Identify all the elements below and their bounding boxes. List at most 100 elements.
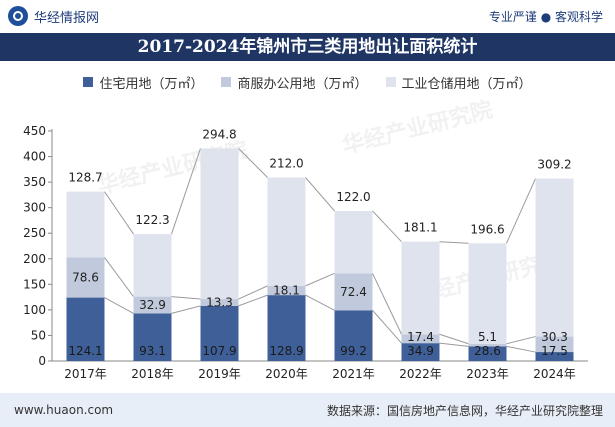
x-tick-label: 2018年 — [131, 367, 174, 381]
legend-label-commercial: 商服办公用地（万㎡） — [237, 76, 368, 92]
legend-swatch-industrial — [385, 77, 396, 87]
connector-line — [506, 178, 536, 244]
bar-segment — [267, 295, 306, 361]
data-label-industrial: 181.1 — [403, 221, 437, 235]
footer: www.huaon.com 数据来源：国信房地产信息网，华经产业研究院整理 — [0, 393, 615, 427]
bar-segment — [468, 343, 507, 347]
y-tick-label: 350 — [23, 175, 46, 189]
connector-line — [506, 345, 536, 353]
y-tick-label: 400 — [23, 150, 46, 164]
bar-segment — [535, 336, 574, 353]
connector-line — [506, 336, 536, 345]
connector-line — [372, 210, 402, 243]
data-label-commercial: 78.6 — [72, 270, 99, 284]
legend-item-residential: 住宅用地（万㎡） — [83, 73, 203, 92]
y-tick-label: 200 — [23, 252, 46, 266]
data-label-industrial: 128.7 — [68, 171, 102, 185]
y-tick-label: 50 — [31, 328, 46, 342]
x-tick-label: 2017年 — [64, 367, 107, 381]
bar-segment — [468, 346, 507, 361]
bar-segment — [200, 299, 239, 306]
data-label-industrial: 196.6 — [470, 222, 504, 236]
data-label-industrial: 122.3 — [135, 213, 169, 227]
data-label-residential: 124.1 — [68, 344, 102, 358]
connector-line — [238, 294, 268, 307]
data-label-industrial: 309.2 — [537, 158, 571, 172]
legend-item-industrial: 工业仓储用地（万㎡） — [385, 73, 532, 92]
y-tick-label: 250 — [23, 226, 46, 240]
data-label-commercial: 18.1 — [273, 283, 300, 297]
connector-line — [305, 272, 335, 287]
connector-line — [238, 285, 268, 300]
chart-title: 2017-2024年锦州市三类用地出让面积统计 — [0, 33, 615, 61]
bar-segment — [200, 305, 239, 361]
brand-name: 华经情报网 — [34, 10, 100, 26]
connector-line — [439, 342, 469, 347]
bar-segment — [468, 243, 507, 344]
data-label-commercial: 30.3 — [541, 330, 568, 344]
x-tick-label: 2024年 — [533, 367, 576, 381]
legend-item-commercial: 商服办公用地（万㎡） — [221, 73, 368, 92]
data-label-residential: 93.1 — [139, 344, 166, 358]
x-tick-label: 2019年 — [198, 367, 241, 381]
bar-segment — [66, 191, 105, 258]
bar-segment — [401, 343, 440, 361]
data-label-commercial: 5.1 — [478, 330, 497, 344]
connector-line — [104, 297, 134, 314]
connector-line — [104, 191, 134, 235]
connector-line — [439, 333, 469, 345]
connector-line — [372, 273, 402, 335]
chart-legend: 住宅用地（万㎡） 商服办公用地（万㎡） 工业仓储用地（万㎡） — [0, 70, 615, 94]
legend-swatch-residential — [83, 77, 94, 87]
legend-label-industrial: 工业仓储用地（万㎡） — [401, 76, 532, 92]
data-label-commercial: 72.4 — [340, 285, 367, 299]
connector-line — [305, 177, 335, 212]
data-label-residential: 28.6 — [474, 344, 501, 358]
bar-segment — [267, 285, 306, 296]
stacked-bar-chart: 0 50 100 150 200 250 300 350 400 450 2017年 2018年 201… — [23, 124, 588, 381]
data-label-residential: 107.9 — [202, 344, 236, 358]
x-tick-label: 2021年 — [332, 367, 375, 381]
connector-line — [104, 257, 134, 297]
legend-label-residential: 住宅用地（万㎡） — [99, 76, 204, 92]
bar-segment — [334, 210, 373, 274]
bar-segment — [133, 296, 172, 314]
data-label-residential: 128.9 — [269, 344, 303, 358]
x-tick-label: 2023年 — [466, 367, 509, 381]
data-label-commercial: 32.9 — [139, 298, 166, 312]
bar-segment — [133, 234, 172, 297]
data-label-commercial: 17.4 — [407, 330, 434, 344]
data-label-residential: 34.9 — [407, 344, 434, 358]
data-label-industrial: 212.0 — [269, 157, 303, 171]
connector-line — [238, 148, 268, 178]
bar-segment — [535, 178, 574, 337]
bar-segment — [200, 148, 239, 300]
y-tick-label: 300 — [23, 201, 46, 215]
legend-swatch-commercial — [221, 77, 232, 87]
y-tick-label: 0 — [38, 354, 46, 368]
connector-line — [171, 148, 201, 235]
connector-line — [171, 296, 201, 300]
bar-segment — [401, 334, 440, 344]
connector-line — [171, 305, 201, 314]
footer-website: www.huaon.com — [14, 403, 114, 417]
data-label-commercial: 13.3 — [206, 295, 233, 309]
data-label-industrial: 294.8 — [202, 127, 236, 141]
x-tick-label: 2022年 — [399, 367, 442, 381]
connector-line — [372, 309, 402, 344]
connector-line — [439, 241, 469, 244]
y-tick-label: 100 — [23, 303, 46, 317]
bar-segment — [66, 297, 105, 361]
bar-segment — [334, 273, 373, 311]
data-label-residential: 99.2 — [340, 344, 367, 358]
connector-line — [305, 294, 335, 311]
x-tick-label: 2020年 — [265, 367, 308, 381]
brand-logo-icon — [8, 6, 28, 26]
top-bar: 华经情报网 专业严谨 ● 客观科学 — [0, 0, 615, 32]
data-label-residential: 17.5 — [541, 344, 568, 358]
bar-segment — [133, 313, 172, 361]
y-tick-label: 150 — [23, 277, 46, 291]
tagline: 专业严谨 ● 客观科学 — [488, 9, 603, 24]
bar-segment — [66, 257, 105, 298]
bar-segment — [334, 310, 373, 361]
